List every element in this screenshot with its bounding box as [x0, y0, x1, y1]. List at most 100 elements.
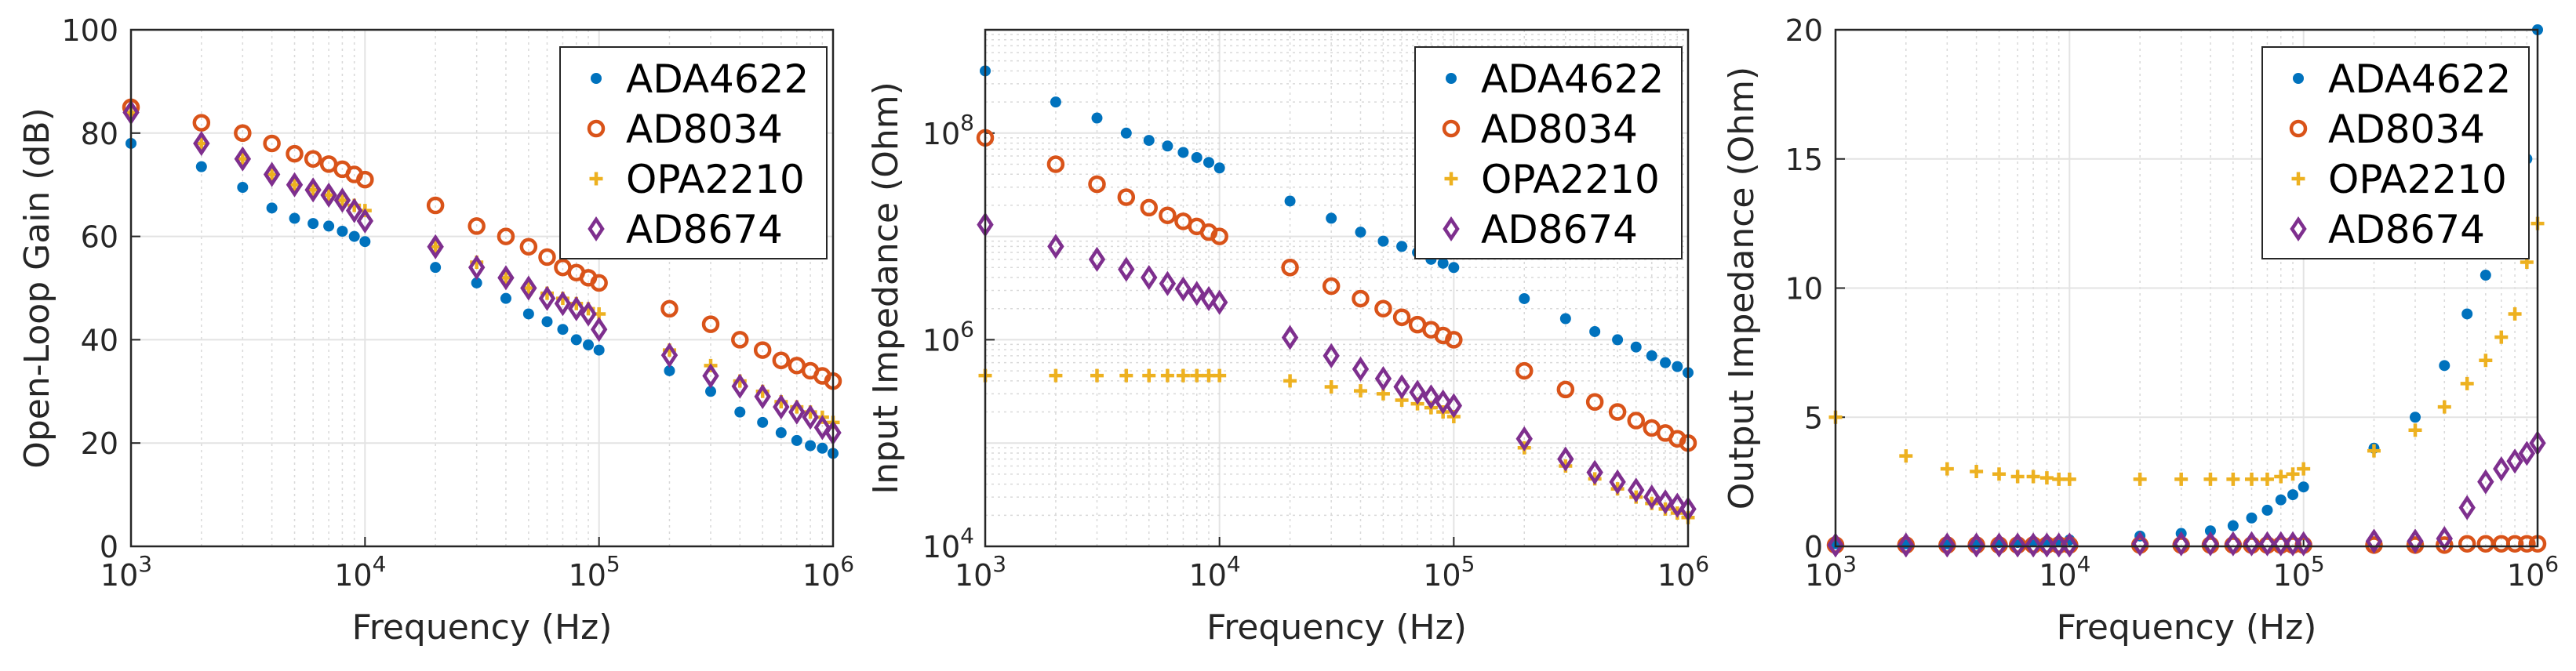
y-tick-label: 60 — [81, 220, 118, 255]
grid — [984, 29, 1689, 547]
data-point — [193, 130, 210, 157]
data-point — [1174, 276, 1192, 302]
data-point — [1660, 357, 1672, 368]
data-point — [1445, 393, 1463, 419]
data-point — [754, 383, 771, 409]
y-axis-title: Output Impedance (Ohm) — [1722, 67, 1762, 510]
data-point — [497, 265, 515, 291]
data-point — [1352, 356, 1370, 382]
legend-box — [1414, 46, 1683, 259]
data-point — [583, 339, 595, 350]
data-point — [1210, 289, 1228, 315]
data-point — [1409, 379, 1426, 405]
data-point — [1657, 489, 1674, 515]
data-point — [522, 308, 534, 320]
data-point — [1992, 467, 2007, 481]
legend-marker — [1443, 216, 1460, 242]
data-point — [2294, 531, 2312, 557]
data-point — [333, 187, 351, 213]
data-point — [554, 291, 572, 317]
data-point — [791, 434, 802, 446]
data-point — [234, 124, 252, 143]
data-point — [1559, 313, 1571, 325]
x-tick-base: 10 — [1805, 558, 1843, 593]
data-point — [1140, 198, 1159, 217]
data-point — [590, 274, 608, 292]
data-point — [1284, 195, 1296, 207]
data-point — [2202, 531, 2219, 557]
x-tick-label: 103 — [1805, 551, 1857, 593]
legend: ADA4622 AD8034 OPA2210 AD8674 — [2261, 46, 2530, 259]
x-tick-exponent: 6 — [1695, 551, 1709, 577]
data-point — [1643, 484, 1661, 510]
axes-box — [129, 28, 835, 548]
data-point — [1609, 469, 1626, 495]
data-point — [1142, 368, 1156, 383]
data-point — [1117, 188, 1136, 206]
y-tick-label: 104 — [922, 523, 974, 564]
data-point — [1627, 412, 1645, 430]
data-point — [1628, 477, 1645, 503]
data-point — [2061, 532, 2079, 557]
data-point — [430, 262, 442, 274]
y-tick-label: 80 — [81, 117, 118, 151]
data-point — [323, 220, 335, 232]
legend-label: AD8034 — [2328, 107, 2485, 152]
data-point — [2227, 520, 2239, 531]
data-point — [2298, 481, 2309, 493]
data-point — [1515, 361, 1534, 380]
data-point — [702, 363, 719, 389]
data-point — [263, 161, 281, 187]
data-point — [2274, 470, 2288, 484]
y-tick-label: 15 — [1785, 143, 1823, 177]
legend-marker — [2290, 216, 2307, 242]
data-point — [1159, 206, 1177, 224]
data-point — [2458, 535, 2476, 553]
x-tick-exponent: 5 — [606, 551, 620, 577]
data-point — [2244, 472, 2258, 486]
x-tick-label: 104 — [334, 551, 386, 593]
data-point — [1177, 147, 1189, 158]
data-point — [468, 217, 486, 235]
data-point — [2297, 462, 2311, 476]
data-point — [1630, 341, 1642, 353]
data-point — [263, 134, 281, 153]
data-point — [2226, 472, 2240, 486]
data-point — [2026, 470, 2040, 484]
data-point — [1200, 285, 1217, 312]
data-point — [2287, 489, 2299, 501]
data-point — [805, 440, 817, 452]
data-point — [1324, 379, 1338, 394]
data-point — [1213, 162, 1225, 174]
data-point — [1557, 446, 1574, 472]
x-tick-base: 10 — [2507, 558, 2545, 593]
data-point — [1585, 393, 1604, 412]
y-axis-title: Open-Loop Gain (dB) — [17, 107, 57, 469]
x-tick-exponent: 4 — [373, 551, 387, 577]
data-point — [1612, 334, 1624, 346]
data-point — [731, 331, 749, 349]
legend-label: OPA2210 — [626, 157, 805, 202]
data-point — [1281, 259, 1299, 277]
data-point — [1515, 426, 1533, 452]
y-tick-exponent: 4 — [960, 523, 974, 549]
x-tick-exponent: 3 — [1843, 551, 1857, 577]
data-point — [1393, 374, 1410, 400]
data-point — [1437, 257, 1449, 269]
legend-label: OPA2210 — [2328, 157, 2507, 202]
data-point — [2518, 535, 2536, 553]
legend-box — [559, 46, 828, 259]
series-ad8674 — [122, 100, 842, 446]
data-point — [772, 351, 791, 370]
data-point — [2261, 504, 2273, 516]
data-point — [304, 177, 322, 203]
data-point — [237, 181, 249, 193]
data-point — [1190, 368, 1204, 383]
x-tick-exponent: 4 — [1227, 551, 1241, 577]
data-point — [497, 227, 515, 245]
data-point — [192, 114, 211, 132]
x-axis-title: Frequency (Hz) — [2057, 608, 2317, 647]
data-point — [570, 334, 582, 346]
data-point — [538, 248, 556, 267]
